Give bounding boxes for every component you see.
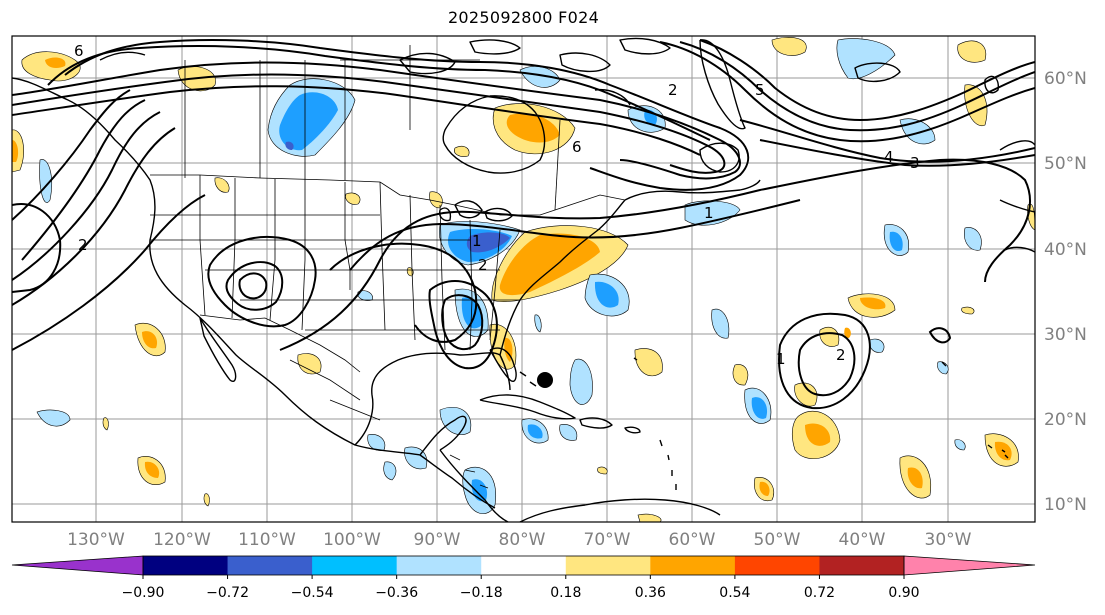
- contour-labels: 6 4 3 2 1 2 6 2 1 1 2 5: [74, 42, 920, 368]
- colorbar-segment: [650, 556, 736, 575]
- contour-label: 3: [910, 154, 920, 172]
- colorbar-segment: [565, 556, 651, 575]
- colorbar-segment: [312, 556, 398, 575]
- colorbar-tick-label: 0.54: [719, 585, 750, 601]
- colorbar-tick-label: 0.90: [888, 585, 919, 601]
- colorbar-segment: [143, 556, 229, 575]
- contour-label: 5: [755, 81, 765, 99]
- latitude-label: 60°N: [1044, 69, 1087, 89]
- colorbar-tick-label: −0.72: [206, 585, 249, 601]
- coastlines: [12, 37, 1035, 522]
- longitude-label: 30°W: [925, 530, 972, 550]
- contour-label: 2: [78, 236, 88, 254]
- contour-label: 2: [836, 346, 846, 364]
- colorbar: −0.90 −0.72 −0.54 −0.36 −0.18 0.18 0.36 0.54 0.7…: [11, 555, 1036, 601]
- latitude-label: 20°N: [1044, 410, 1087, 430]
- latitude-labels: 60°N 50°N 40°N 30°N 20°N 10°N: [1044, 69, 1087, 515]
- longitude-labels: 130°W 120°W 110°W 100°W 90°W 80°W 70°W 6…: [67, 530, 972, 550]
- longitude-label: 110°W: [238, 530, 296, 550]
- map-title: 2025092800 F024: [447, 8, 600, 27]
- longitude-label: 50°W: [754, 530, 801, 550]
- latitude-label: 10°N: [1044, 495, 1087, 515]
- contour-label: 2: [668, 81, 678, 99]
- colorbar-segment: [227, 556, 313, 575]
- colorbar-tick-label: 0.72: [804, 585, 835, 601]
- longitude-label: 60°W: [669, 530, 716, 550]
- contour-label: 6: [74, 42, 84, 60]
- colorbar-tick-label: −0.54: [291, 585, 334, 601]
- longitude-label: 90°W: [414, 530, 461, 550]
- colorbar-extend-low: [12, 556, 143, 575]
- contour-label: 2: [478, 256, 488, 274]
- contour-label: 6: [572, 138, 582, 156]
- colorbar-extend-high: [904, 556, 1035, 575]
- longitude-label: 70°W: [584, 530, 631, 550]
- colorbar-segment: [819, 556, 905, 575]
- longitude-label: 100°W: [323, 530, 381, 550]
- contour-label: 1: [704, 204, 714, 222]
- colorbar-segment: [396, 556, 482, 575]
- longitude-label: 40°W: [839, 530, 886, 550]
- contour-label: 1: [472, 232, 482, 250]
- contour-label: 1: [776, 350, 786, 368]
- storm-marker: [537, 372, 553, 388]
- latitude-label: 40°N: [1044, 240, 1087, 260]
- colorbar-tick-label: 0.18: [550, 585, 581, 601]
- colorbar-tick-label: 0.36: [635, 585, 666, 601]
- contour-lines: [12, 39, 1035, 410]
- colorbar-tick-label: −0.36: [375, 585, 418, 601]
- colorbar-segment: [481, 556, 567, 575]
- latitude-label: 50°N: [1044, 154, 1087, 174]
- colorbar-tick-label: −0.18: [460, 585, 503, 601]
- longitude-label: 130°W: [67, 530, 125, 550]
- colorbar-tick-label: −0.90: [122, 585, 165, 601]
- map-border: [11, 35, 1036, 523]
- contour-label: 4: [884, 148, 894, 166]
- longitude-label: 80°W: [499, 530, 546, 550]
- latitude-label: 30°N: [1044, 325, 1087, 345]
- longitude-label: 120°W: [153, 530, 211, 550]
- colorbar-segment: [734, 556, 820, 575]
